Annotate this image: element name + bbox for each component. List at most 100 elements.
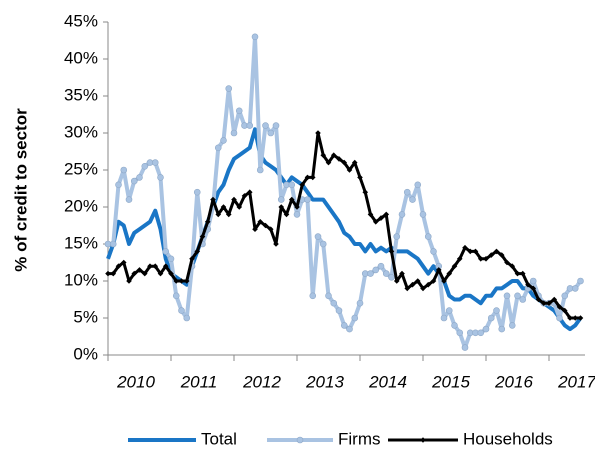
y-tick-label: 35% [64, 85, 98, 104]
point [393, 278, 400, 284]
point [577, 315, 584, 321]
point [462, 244, 468, 251]
point [362, 189, 369, 195]
point [451, 322, 458, 329]
point [178, 278, 185, 284]
point [498, 252, 505, 258]
point [420, 285, 426, 292]
point [425, 281, 432, 288]
point [189, 256, 195, 262]
point [120, 166, 128, 174]
point [409, 281, 416, 288]
point [377, 262, 385, 270]
point [461, 344, 469, 351]
legend-label: Total [201, 429, 237, 448]
point [257, 219, 264, 225]
point [256, 166, 264, 174]
point [296, 436, 304, 444]
point [372, 219, 379, 225]
y-tick-label: 10% [64, 270, 98, 289]
point [193, 188, 201, 196]
point [540, 300, 547, 306]
point [378, 215, 384, 221]
point [183, 278, 190, 284]
point [126, 278, 132, 284]
point [414, 181, 422, 189]
point [372, 266, 380, 274]
point [493, 307, 500, 314]
point [404, 285, 411, 292]
point [467, 248, 474, 255]
point [567, 315, 573, 321]
point [167, 255, 175, 263]
point [131, 270, 138, 277]
point [262, 122, 269, 129]
point [251, 33, 259, 41]
point [399, 270, 405, 277]
point [420, 437, 426, 443]
point [267, 226, 274, 232]
point [325, 292, 332, 300]
point [273, 241, 279, 247]
point [519, 296, 527, 303]
point [441, 278, 447, 284]
point [288, 181, 296, 189]
point [383, 211, 390, 218]
point [351, 314, 359, 322]
point [173, 278, 180, 284]
x-tick-label: 2017 [557, 372, 595, 391]
x-tick-label: 2010 [116, 372, 155, 391]
point [483, 256, 489, 262]
point [141, 270, 148, 277]
point [556, 314, 563, 322]
point [293, 211, 301, 218]
legend-label: Firms [338, 429, 380, 448]
point [277, 196, 285, 203]
point [330, 299, 338, 307]
y-tick-label: 40% [64, 48, 98, 67]
point [235, 107, 243, 115]
point [125, 196, 133, 203]
point [424, 233, 432, 240]
point [488, 252, 495, 258]
y-tick-label: 5% [73, 307, 98, 326]
point [367, 211, 374, 218]
point [288, 196, 295, 203]
point [220, 137, 227, 144]
x-tick-label: 2015 [431, 372, 470, 391]
point [561, 292, 569, 300]
point [267, 129, 275, 137]
x-tick-label: 2014 [368, 372, 407, 391]
point [493, 248, 500, 255]
point [136, 267, 143, 273]
point [514, 292, 521, 300]
point [546, 300, 552, 306]
point [487, 314, 495, 322]
point [335, 307, 343, 314]
point [136, 174, 143, 181]
point [356, 299, 364, 307]
point [178, 307, 185, 314]
point [409, 196, 416, 203]
point [262, 222, 269, 229]
y-axis-label: % of credit to sector [11, 108, 30, 272]
point [445, 307, 453, 314]
point [278, 204, 285, 210]
point [252, 226, 258, 232]
point [130, 177, 138, 185]
point [152, 263, 159, 269]
point [157, 174, 164, 181]
point [168, 270, 174, 277]
point [482, 325, 490, 333]
point [367, 270, 374, 277]
point [151, 159, 159, 166]
point [440, 314, 448, 322]
point [304, 196, 311, 203]
point [430, 278, 437, 284]
point [456, 329, 464, 337]
point [414, 278, 421, 284]
point [336, 156, 342, 162]
point [115, 181, 122, 189]
point [398, 211, 406, 218]
